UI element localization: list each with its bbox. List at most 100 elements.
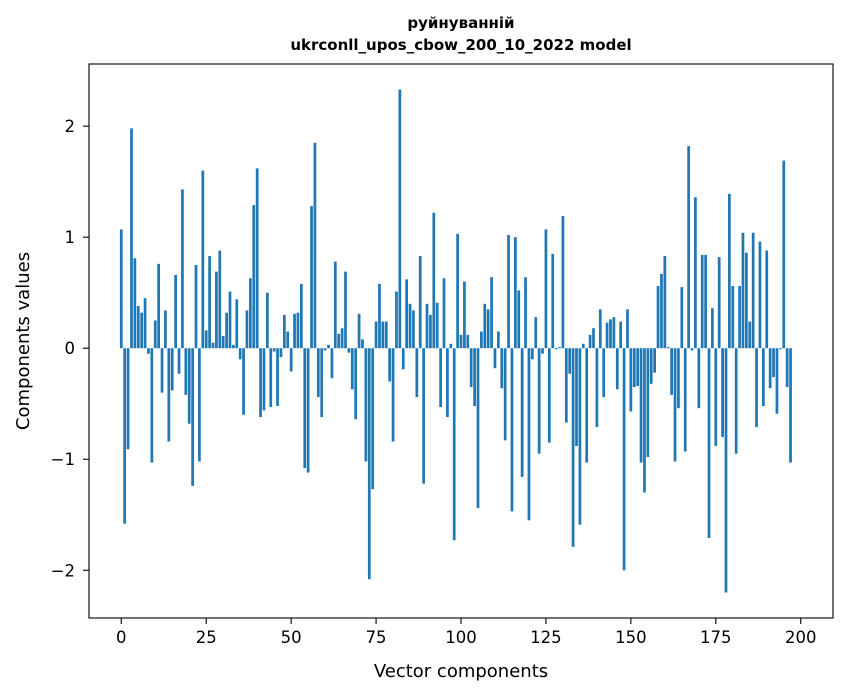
bar-171 [700,254,704,349]
bar-154 [643,348,646,493]
bar-133 [571,348,575,547]
bar-139 [592,328,595,349]
bar-72 [364,348,368,462]
bar-115 [510,348,514,512]
bar-195 [782,160,786,349]
bar-160 [663,256,667,349]
bar-103 [469,348,473,388]
bar-75 [374,321,378,349]
bar-14 [167,348,171,442]
bar-89 [422,348,425,484]
bar-143 [605,322,609,349]
bar-155 [646,348,650,458]
bar-81 [395,291,398,349]
bar-187 [755,348,758,428]
bar-98 [452,348,456,541]
bar-7 [143,298,147,349]
bar-183 [741,232,745,349]
bar-84 [405,279,408,349]
bar-52 [296,312,300,349]
bar-118 [520,348,524,478]
bar-28 [215,271,218,349]
x-axis-ticks: 0 25 50 75 100 125 150 175 200 [116,618,816,647]
bar-56 [310,206,313,349]
bar-129 [558,347,561,349]
y-tick-label: −1 [51,450,75,469]
bar-65 [340,328,344,349]
bar-87 [415,348,419,398]
bar-31 [225,312,228,349]
bar-6 [140,312,144,349]
x-tick-label: 175 [700,628,732,647]
bar-131 [564,348,568,423]
bar-55 [306,348,310,473]
bar-83 [401,348,405,370]
bar-112 [500,348,504,389]
bar-27 [211,342,215,349]
bar-33 [232,344,235,349]
bar-110 [493,348,497,369]
bar-69 [354,348,358,420]
bar-161 [666,347,670,349]
bar-35 [238,348,242,360]
bar-88 [418,256,422,349]
x-axis-label: Vector components [374,661,548,682]
chart-title: руйнуванній [407,14,514,32]
bar-179 [728,193,731,349]
bar-13 [164,310,167,349]
bar-181 [734,348,738,454]
bar-19 [184,348,188,395]
chart-subtitle: ukrconll_upos_cbow_200_10_2022 model [290,36,631,54]
bar-29 [218,250,222,349]
bar-38 [249,278,252,349]
bar-0 [119,229,123,349]
bar-78 [384,321,388,349]
bar-97 [449,343,453,349]
bar-172 [704,254,707,349]
bar-196 [785,348,789,388]
bar-32 [228,291,232,349]
bar-49 [286,331,290,349]
bar-157 [653,348,656,373]
bar-175 [714,348,718,446]
bar-37 [245,310,249,349]
bar-60 [323,348,327,351]
bar-107 [483,303,487,349]
bar-48 [282,314,286,349]
bar-63 [333,261,337,349]
bar-8 [147,348,150,354]
bar-169 [694,197,697,349]
bar-116 [514,237,517,349]
x-tick-label: 100 [445,628,477,647]
x-tick-label: 75 [366,628,387,647]
bar-158 [656,286,660,349]
bar-79 [388,348,392,382]
bar-163 [673,348,677,462]
bar-192 [772,348,775,378]
bar-141 [598,309,602,349]
bar-96 [446,348,449,418]
bar-54 [303,348,307,469]
bar-132 [568,348,572,374]
bar-188 [758,241,762,349]
bar-44 [269,348,273,408]
bar-111 [497,331,500,349]
bar-159 [660,273,663,349]
plot-frame [88,63,834,619]
bar-180 [731,286,735,349]
bar-26 [208,256,211,349]
bar-90 [425,303,429,349]
bar-17 [177,348,181,374]
bar-149 [626,309,629,349]
bar-120 [527,348,531,521]
y-tick-label: 0 [65,339,76,358]
bar-62 [330,348,334,379]
bar-144 [609,319,612,349]
bar-117 [517,290,521,349]
bar-165 [680,287,684,349]
bar-150 [629,348,633,412]
x-tick-label: 25 [196,628,217,647]
bar-148 [622,348,626,571]
bar-100 [459,334,463,349]
bar-4 [133,258,137,349]
